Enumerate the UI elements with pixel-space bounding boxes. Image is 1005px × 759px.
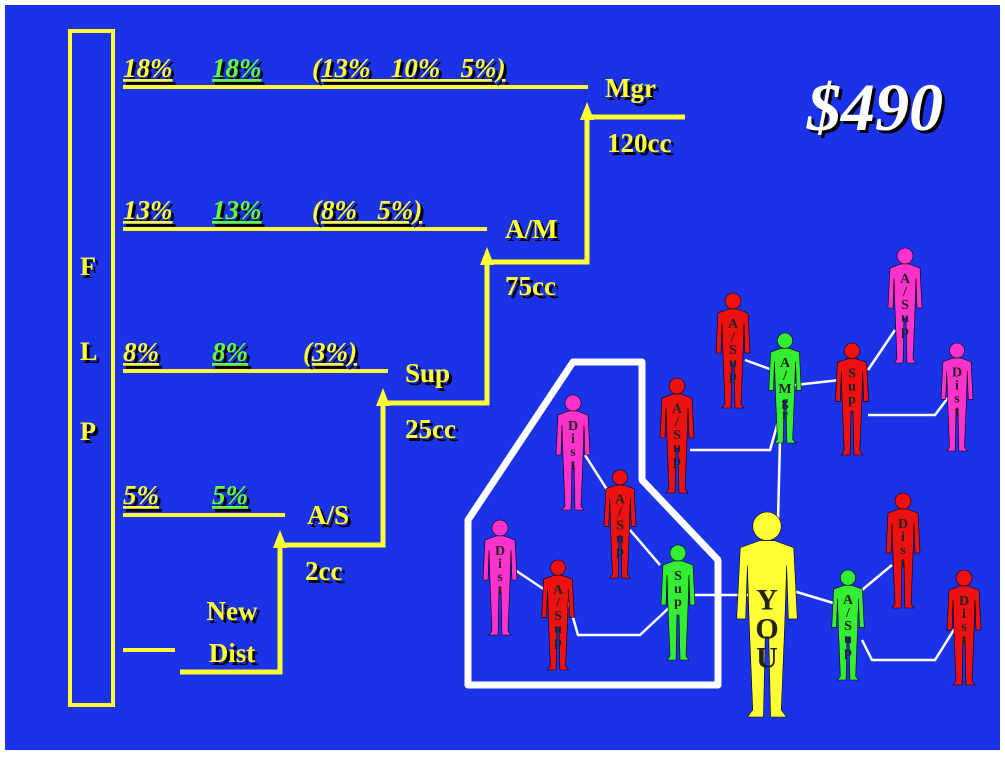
price: $490 (806, 69, 943, 145)
person-head (612, 470, 627, 485)
right-percent: 18% (212, 53, 262, 83)
person-label: Sup (845, 366, 860, 406)
person-head (670, 545, 686, 561)
volume: 120cc (607, 128, 671, 158)
person-label: Dist (950, 366, 965, 418)
person-label: A/Mgr (778, 356, 793, 421)
right-percent: 8% (212, 337, 248, 367)
person-head (725, 293, 741, 309)
person-label: A/Sup (670, 402, 685, 468)
left-percent: 18% (123, 53, 173, 83)
person-head (753, 512, 782, 541)
person-label: A/Sup (551, 583, 566, 649)
person-head (492, 520, 508, 536)
left-percent: 8% (123, 337, 159, 367)
person-head (844, 343, 860, 359)
person-head (777, 333, 792, 348)
right-percent: 5% (212, 480, 248, 510)
person-label: Dist (957, 594, 972, 646)
slide: F L P 18% 18% (13% 10% 5%) Mgr 120cc 13% 13% (8% 5… (0, 0, 1005, 759)
override-percent: (8% 5%) (312, 195, 422, 225)
rank: A/S (307, 500, 349, 530)
person-head (669, 378, 685, 394)
override-percent: (13% 10% 5%) (312, 53, 505, 83)
person-head (840, 570, 855, 585)
person-head (550, 560, 565, 575)
rank: Mgr (605, 73, 656, 103)
person-label: Dist (493, 544, 508, 596)
person-head (565, 395, 581, 411)
new-dist: Dist (209, 638, 256, 668)
rank: Sup (405, 358, 450, 388)
person-label: YOU (751, 583, 784, 670)
person-label: Dist (566, 419, 581, 471)
flp-letter: F (80, 252, 96, 281)
flp-letter: P (80, 417, 96, 446)
person-head (897, 248, 913, 264)
person-label: A/Sup (726, 317, 741, 383)
volume: 2cc (305, 556, 342, 586)
rank: A/M (505, 214, 557, 244)
new-dist: New (207, 596, 258, 626)
left-percent: 5% (123, 480, 159, 510)
person-head (956, 570, 972, 586)
person-head (895, 493, 911, 509)
volume: 25cc (405, 414, 456, 444)
flp-letter: L (80, 337, 97, 366)
right-percent: 13% (212, 195, 262, 225)
person-head (949, 343, 964, 358)
person-label: A/Sup (898, 272, 913, 338)
override-percent: (3%) (303, 337, 357, 367)
left-percent: 13% (123, 195, 173, 225)
volume: 75cc (505, 271, 556, 301)
person-label: A/Sup (613, 493, 628, 559)
person-label: Dist (896, 517, 911, 569)
person-label: A/Sup (841, 593, 856, 659)
person-label: Sup (671, 569, 686, 609)
